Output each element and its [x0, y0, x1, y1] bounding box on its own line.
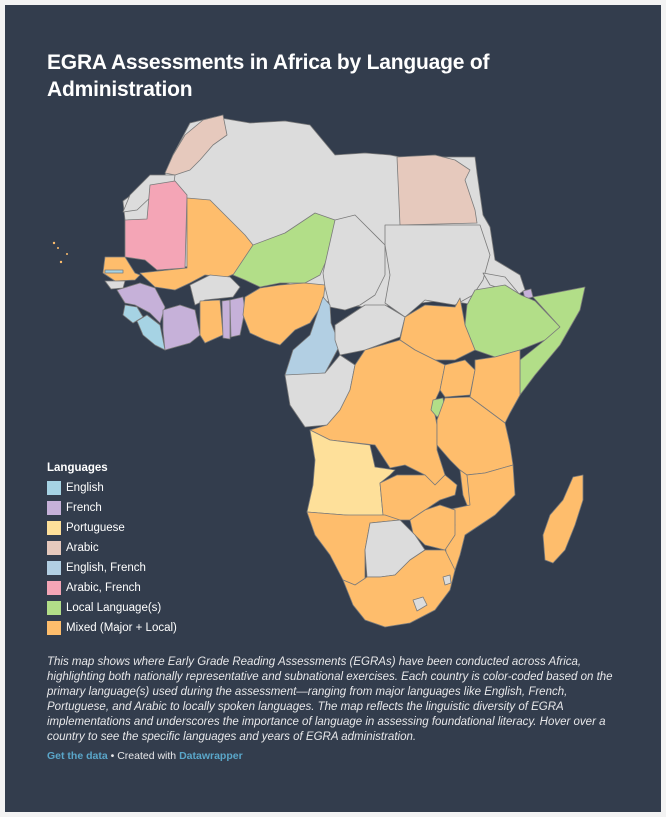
country-lesotho[interactable] — [412, 596, 428, 612]
country-egypt[interactable] — [396, 154, 478, 226]
legend-title: Languages — [47, 462, 108, 474]
swatch — [47, 541, 61, 555]
description: This map shows where Early Grade Reading… — [47, 656, 613, 743]
country-madagascar[interactable] — [542, 474, 584, 564]
legend-item-arabic: Arabic — [47, 538, 177, 558]
legend-label: Arabic — [66, 542, 99, 554]
legend-item-arabic-french: Arabic, French — [47, 578, 177, 598]
legend-label: English, French — [66, 562, 146, 574]
country-nigeria[interactable] — [242, 282, 326, 346]
island-dot — [59, 260, 63, 264]
africa-map — [52, 114, 586, 628]
country-cote-divoire[interactable] — [162, 304, 201, 351]
country-kenya[interactable] — [469, 349, 521, 424]
swatch — [47, 481, 61, 495]
country-niger[interactable] — [232, 212, 336, 288]
country-morocco[interactable] — [164, 114, 228, 176]
island-dot — [57, 247, 59, 249]
legend-item-mixed: Mixed (Major + Local) — [47, 618, 177, 638]
footer: Get the data • Created with Datawrapper — [47, 750, 243, 762]
country-car[interactable] — [334, 304, 406, 356]
country-guinea[interactable] — [116, 282, 166, 324]
country-somalia[interactable] — [519, 286, 586, 396]
swatch — [47, 621, 61, 635]
country-senegal[interactable] — [102, 256, 141, 282]
legend-label: Portuguese — [66, 522, 125, 534]
swatch — [47, 521, 61, 535]
country-eswatini[interactable] — [442, 574, 452, 586]
swatch — [47, 601, 61, 615]
country-guinea-bissau[interactable] — [104, 280, 126, 290]
footer-separator: • Created with — [107, 750, 180, 762]
country-ethiopia[interactable] — [464, 284, 561, 358]
legend-label: Arabic, French — [66, 582, 141, 594]
island-dot — [66, 253, 68, 255]
legend-label: English — [66, 482, 104, 494]
country-cape-verde[interactable] — [52, 241, 56, 245]
chart-panel: EGRA Assessments in Africa by Language o… — [5, 5, 661, 812]
country-sudan[interactable] — [384, 224, 491, 318]
country-uganda[interactable] — [439, 359, 476, 398]
country-zimbabwe[interactable] — [409, 504, 456, 551]
legend-item-english-french: English, French — [47, 558, 177, 578]
country-namibia[interactable] — [306, 511, 401, 586]
country-benin[interactable] — [229, 296, 246, 338]
legend-label: Local Language(s) — [66, 602, 162, 614]
datawrapper-link[interactable]: Datawrapper — [179, 750, 243, 762]
legend-label: Mixed (Major + Local) — [66, 622, 177, 634]
legend-item-french: French — [47, 498, 177, 518]
legend-item-local: Local Language(s) — [47, 598, 177, 618]
country-mozambique[interactable] — [444, 464, 516, 571]
country-togo[interactable] — [221, 299, 231, 340]
legend-item-english: English — [47, 478, 177, 498]
legend-item-portuguese: Portuguese — [47, 518, 177, 538]
page-title: EGRA Assessments in Africa by Language o… — [47, 51, 490, 101]
country-chad[interactable] — [322, 214, 386, 311]
swatch — [47, 561, 61, 575]
legend: Languages English French Portuguese Arab… — [47, 462, 177, 638]
country-mauritania[interactable] — [124, 180, 188, 271]
country-burkina-faso[interactable] — [189, 274, 241, 306]
get-data-link[interactable]: Get the data — [47, 750, 108, 762]
swatch — [47, 501, 61, 515]
country-mali[interactable] — [139, 197, 254, 291]
country-south-africa[interactable] — [342, 549, 456, 628]
country-gambia[interactable] — [104, 269, 124, 274]
legend-label: French — [66, 502, 102, 514]
country-ghana[interactable] — [199, 299, 224, 344]
swatch — [47, 581, 61, 595]
